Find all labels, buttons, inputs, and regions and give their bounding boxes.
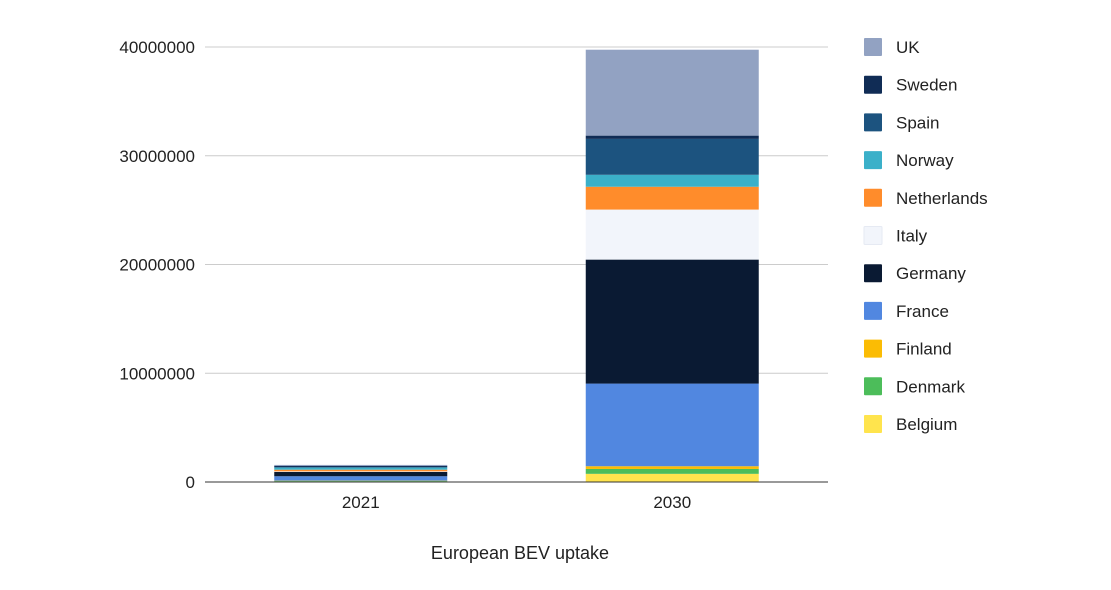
legend-swatch	[864, 76, 882, 94]
legend-label: Norway	[896, 151, 954, 170]
legend-item-spain[interactable]: Spain	[864, 113, 939, 132]
legend-swatch	[864, 38, 882, 56]
legend-swatch	[864, 415, 882, 433]
bar-segment-denmark-2030[interactable]	[586, 469, 759, 474]
bar-segment-denmark-2021[interactable]	[274, 481, 447, 482]
y-tick-label: 30000000	[119, 147, 195, 166]
legend-item-norway[interactable]: Norway	[864, 151, 954, 170]
y-axis-tick-labels: 0 10000000 20000000 30000000 40000000	[119, 38, 195, 492]
legend-swatch	[864, 151, 882, 169]
x-tick-label: 2021	[342, 493, 380, 512]
legend-item-italy[interactable]: Italy	[864, 227, 928, 246]
legend-label: Belgium	[896, 415, 957, 434]
legend-item-belgium[interactable]: Belgium	[864, 415, 957, 434]
bar-segment-germany-2030[interactable]	[586, 260, 759, 384]
legend-swatch	[864, 227, 882, 245]
legend-item-denmark[interactable]: Denmark	[864, 377, 965, 396]
bar-segment-italy-2021[interactable]	[274, 471, 447, 472]
legend[interactable]: UK Sweden Spain Norway Netherlands Italy Germa…	[864, 38, 988, 434]
bar-segment-finland-2030[interactable]	[586, 466, 759, 469]
legend-label: France	[896, 302, 949, 321]
legend-label: Finland	[896, 340, 952, 359]
legend-label: Sweden	[896, 76, 957, 95]
legend-swatch	[864, 377, 882, 395]
bar-segment-france-2030[interactable]	[586, 384, 759, 467]
legend-swatch	[864, 189, 882, 207]
y-tick-label: 20000000	[119, 256, 195, 275]
bar-segment-uk-2030[interactable]	[586, 50, 759, 136]
bar-segment-sweden-2030[interactable]	[586, 136, 759, 139]
x-axis-tick-labels: 2021 2030	[342, 493, 691, 512]
legend-label: Netherlands	[896, 189, 988, 208]
legend-item-netherlands[interactable]: Netherlands	[864, 189, 988, 208]
bar-segment-netherlands-2030[interactable]	[586, 187, 759, 210]
x-axis-title: European BEV uptake	[431, 543, 609, 563]
bar-stacks	[274, 50, 759, 482]
legend-swatch	[864, 113, 882, 131]
legend-label: UK	[896, 38, 920, 57]
legend-swatch	[864, 340, 882, 358]
legend-item-finland[interactable]: Finland	[864, 340, 952, 359]
bar-segment-norway-2021[interactable]	[274, 468, 447, 470]
bar-stack-2030	[586, 50, 759, 482]
legend-label: Denmark	[896, 377, 965, 396]
legend-item-uk[interactable]: UK	[864, 38, 920, 57]
legend-label: Spain	[896, 113, 939, 132]
bar-segment-sweden-2021[interactable]	[274, 466, 447, 467]
y-tick-label: 40000000	[119, 38, 195, 57]
legend-item-germany[interactable]: Germany	[864, 264, 966, 283]
legend-swatch	[864, 264, 882, 282]
x-tick-label: 2030	[653, 493, 691, 512]
bar-segment-italy-2030[interactable]	[586, 210, 759, 260]
legend-swatch	[864, 302, 882, 320]
bar-segment-uk-2021[interactable]	[274, 465, 447, 466]
bar-segment-spain-2030[interactable]	[586, 139, 759, 175]
bar-stack-2021	[274, 465, 447, 482]
legend-item-france[interactable]: France	[864, 302, 949, 321]
legend-item-sweden[interactable]: Sweden	[864, 76, 957, 95]
y-tick-label: 10000000	[119, 364, 195, 383]
legend-label: Italy	[896, 227, 928, 246]
bar-segment-belgium-2030[interactable]	[586, 474, 759, 482]
y-tick-label: 0	[186, 473, 195, 492]
legend-label: Germany	[896, 264, 966, 283]
bar-segment-netherlands-2021[interactable]	[274, 470, 447, 472]
bar-segment-norway-2030[interactable]	[586, 175, 759, 187]
bar-segment-germany-2021[interactable]	[274, 472, 447, 476]
bar-segment-france-2021[interactable]	[274, 476, 447, 480]
